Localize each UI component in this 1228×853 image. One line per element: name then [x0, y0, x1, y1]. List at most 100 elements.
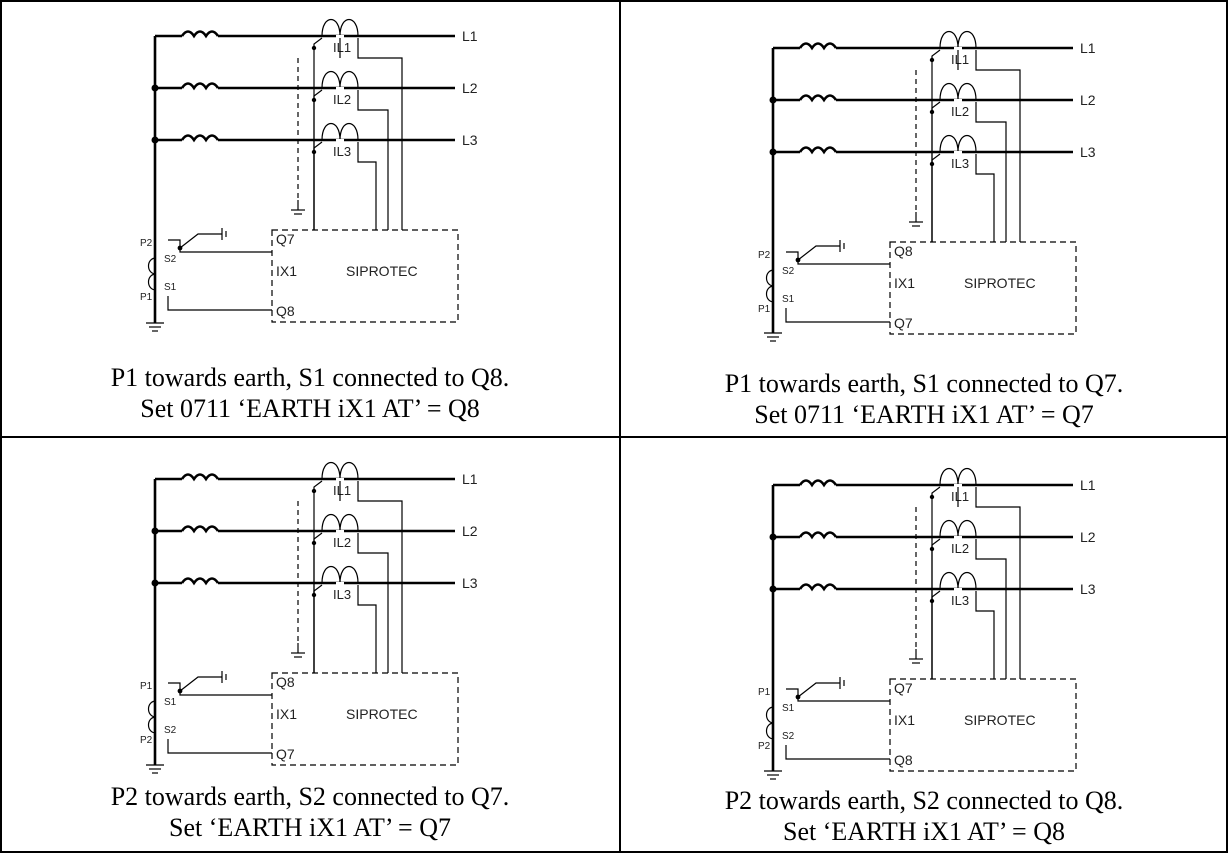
- ct-return-lead: [357, 142, 377, 230]
- earth-ct-coil: [765, 706, 775, 740]
- ct-return-lead: [975, 102, 1007, 242]
- junction-dot: [311, 592, 317, 598]
- generator-winding: [798, 479, 838, 488]
- panel-bottom-right: L1 IL1 L2 IL2 L3 IL3 Q7 IX1 SIPROTEC Q8 P1 P2 S1 S2 P…: [620, 437, 1228, 853]
- phase-ct-coil: [321, 565, 359, 584]
- circuit: L1 IL1 L2 IL2 L3 IL3 Q8 IX1 SIPROTEC Q7 P2 P1 S2 S1: [758, 30, 1096, 342]
- junction-dot: [151, 579, 159, 587]
- phase-label: L1: [1080, 477, 1096, 493]
- phase-ct-label: IL2: [333, 92, 351, 107]
- ct-return-lead: [357, 90, 389, 230]
- circuit-diagram-1: L1 IL1 L2 IL2 L3 IL3 Q7 IX1 SIPROTEC Q8 P2 P1 S2 S1: [140, 18, 478, 332]
- caption-line-1: P1 towards earth, S1 connected to Q7.: [724, 369, 1124, 398]
- generator-winding: [798, 531, 838, 540]
- circuit: L1 IL1 L2 IL2 L3 IL3 Q7 IX1 SIPROTEC Q8 P2 P1 S2 S1: [140, 18, 478, 332]
- device-input-label: IX1: [276, 263, 297, 279]
- generator-winding: [798, 583, 838, 592]
- ct-secondary-mark: S1: [164, 282, 177, 293]
- phase-label: L3: [1080, 144, 1096, 160]
- phase-ct-coil: [321, 70, 359, 89]
- device-input-label: IX1: [894, 712, 915, 728]
- junction-dot: [311, 540, 317, 546]
- ct-secondary-mark: S1: [782, 703, 795, 714]
- ct-gap: [336, 478, 344, 481]
- phase-ct-label: IL1: [951, 489, 969, 504]
- junction-dot: [929, 598, 935, 604]
- ct-gap: [954, 536, 962, 539]
- ct-secondary-lead: [168, 239, 272, 253]
- device-name-label: SIPROTEC: [346, 706, 418, 722]
- device-box: [271, 672, 459, 766]
- ct-gap: [954, 151, 962, 154]
- ct-gap: [954, 99, 962, 102]
- junction-dot: [151, 136, 159, 144]
- device-name-label: SIPROTEC: [964, 275, 1036, 291]
- phase-ct-coil: [321, 461, 359, 480]
- device-box: [889, 678, 1077, 772]
- ct-primary-mark: P2: [140, 735, 153, 746]
- earth-lead: [179, 233, 222, 249]
- circuit: L1 IL1 L2 IL2 L3 IL3 Q7 IX1 SIPROTEC Q8 P1 P2 S1 S2: [758, 467, 1096, 780]
- junction-dot: [151, 527, 159, 535]
- ct-return-lead: [975, 487, 1021, 679]
- phase-label: L2: [1080, 92, 1096, 108]
- ct-gap: [336, 139, 344, 142]
- device-input-label: IX1: [276, 706, 297, 722]
- phase-label: L3: [462, 575, 478, 591]
- circuit-diagram-3: L1 IL1 L2 IL2 L3 IL3 Q8 IX1 SIPROTEC Q7 P1 P2 S1 S2: [140, 461, 478, 774]
- device-box: [271, 229, 459, 323]
- phase-ct-coil: [321, 513, 359, 532]
- generator-winding: [180, 525, 220, 534]
- phase-label: L1: [1080, 40, 1096, 56]
- phase-ct-label: IL3: [333, 144, 351, 159]
- ct-secondary-mark: S2: [164, 725, 177, 736]
- ct-secondary-lead: [785, 308, 890, 323]
- phase-label: L2: [1080, 529, 1096, 545]
- earth-lead: [797, 682, 840, 698]
- earth-ct-coil: [147, 700, 157, 734]
- terminal-bottom-label: Q7: [894, 315, 913, 331]
- phase-label: L1: [462, 28, 478, 44]
- caption-line-2: Set ‘EARTH iX1 AT’ = Q7: [169, 813, 451, 842]
- generator-winding: [180, 30, 220, 39]
- caption-line-1: P2 towards earth, S2 connected to Q8.: [724, 786, 1124, 815]
- caption-line-2: Set 0711 ‘EARTH iX1 AT’ = Q7: [754, 400, 1094, 429]
- ct-return-lead: [357, 533, 389, 673]
- earth-symbol: [221, 671, 227, 683]
- generator-winding: [180, 577, 220, 586]
- junction-dot: [929, 57, 935, 63]
- terminal-bottom-label: Q8: [894, 752, 913, 768]
- ct-gap: [954, 588, 962, 591]
- junction-dot: [311, 149, 317, 155]
- ct-primary-mark: P1: [140, 292, 153, 303]
- circuit: L1 IL1 L2 IL2 L3 IL3 Q8 IX1 SIPROTEC Q7 P1 P2 S1 S2: [140, 461, 478, 774]
- phase-ct-label: IL2: [333, 535, 351, 550]
- junction-dot: [311, 45, 317, 51]
- generator-winding: [798, 42, 838, 51]
- caption-line-2: Set ‘EARTH iX1 AT’ = Q8: [783, 817, 1065, 846]
- terminal-bottom-label: Q8: [276, 303, 295, 319]
- panel-top-right: L1 IL1 L2 IL2 L3 IL3 Q8 IX1 SIPROTEC Q7 P2 P1 S2 S1 P…: [620, 0, 1228, 437]
- earth-symbol: [839, 677, 845, 689]
- terminal-bottom-label: Q7: [276, 746, 295, 762]
- circuit-diagram-4: L1 IL1 L2 IL2 L3 IL3 Q7 IX1 SIPROTEC Q8 P1 P2 S1 S2: [758, 467, 1096, 780]
- phase-ct-coil: [939, 519, 977, 538]
- junction-dot: [769, 585, 777, 593]
- phase-ct-label: IL2: [951, 104, 969, 119]
- ct-gap: [954, 484, 962, 487]
- ct-secondary-mark: S2: [164, 254, 177, 265]
- caption-line-1: P1 towards earth, S1 connected to Q8.: [110, 363, 510, 392]
- device-name-label: SIPROTEC: [964, 712, 1036, 728]
- junction-dot: [929, 161, 935, 167]
- ct-secondary-mark: S1: [164, 697, 177, 708]
- ct-secondary-mark: S1: [782, 294, 795, 305]
- ct-secondary-lead: [167, 739, 272, 754]
- ct-gap: [954, 47, 962, 50]
- phase-label: L3: [462, 132, 478, 148]
- ct-return-lead: [357, 585, 377, 673]
- ct-secondary-mark: S2: [782, 266, 795, 277]
- panel-top-left: L1 IL1 L2 IL2 L3 IL3 Q7 IX1 SIPROTEC Q8 P2 P1 S2 S1 P…: [0, 0, 620, 437]
- earth-ct-coil: [147, 257, 157, 291]
- generator-winding: [180, 473, 220, 482]
